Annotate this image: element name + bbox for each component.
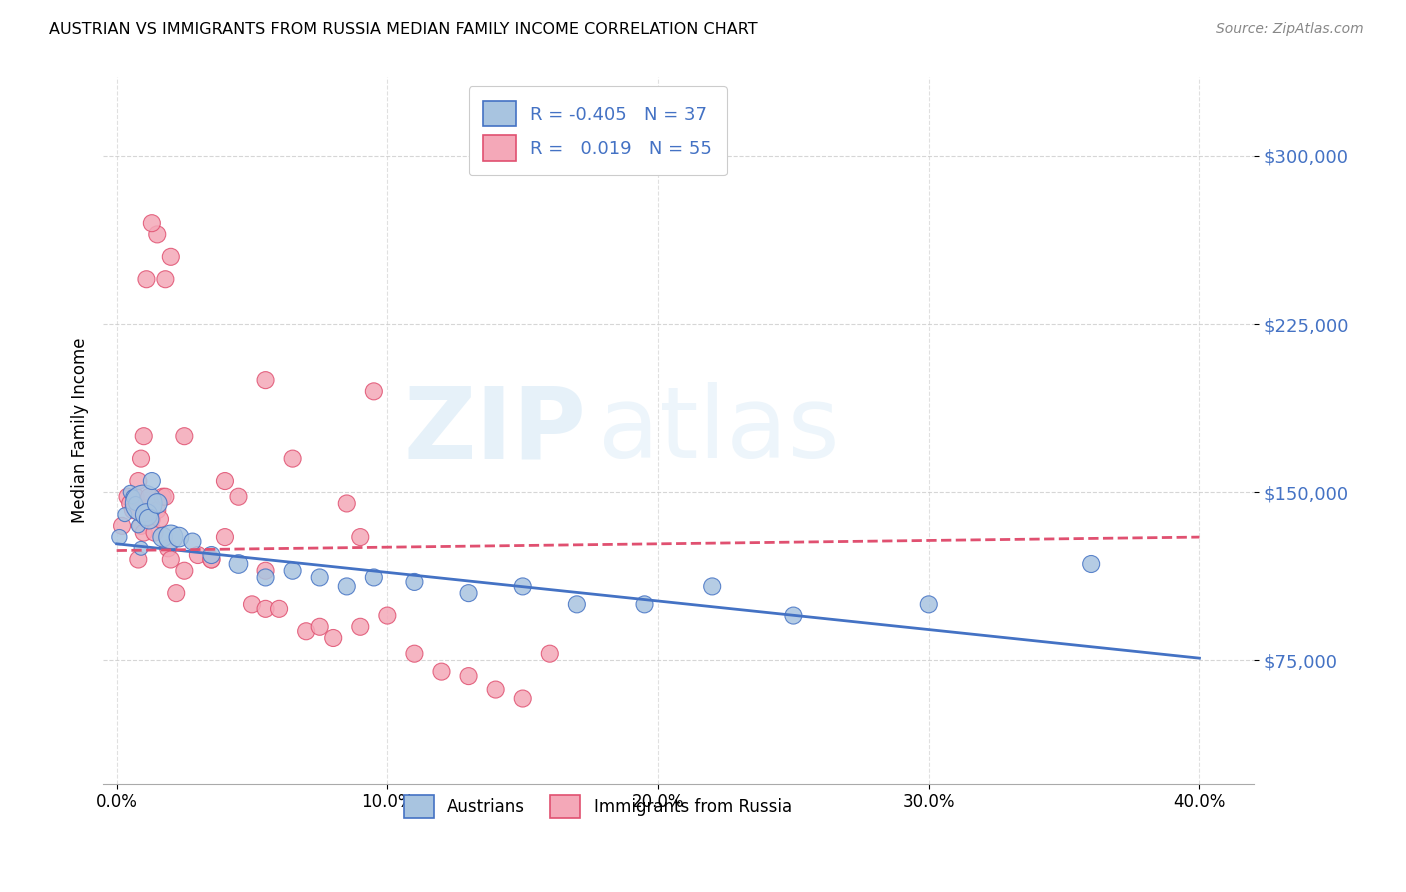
Point: [228, 490, 250, 504]
Point: [135, 272, 157, 286]
Point: [146, 227, 169, 242]
Point: [200, 548, 222, 562]
Point: [377, 608, 399, 623]
Point: [143, 525, 166, 540]
Text: atlas: atlas: [598, 382, 839, 479]
Point: [127, 474, 149, 488]
Point: [702, 579, 724, 593]
Point: [155, 490, 177, 504]
Point: [152, 490, 174, 504]
Point: [336, 579, 359, 593]
Point: [254, 570, 277, 584]
Point: [132, 525, 155, 540]
Point: [404, 574, 426, 589]
Point: [349, 530, 371, 544]
Point: [127, 552, 149, 566]
Point: [129, 519, 152, 533]
Point: [122, 503, 145, 517]
Point: [200, 552, 222, 566]
Point: [538, 647, 561, 661]
Point: [165, 586, 187, 600]
Point: [457, 586, 479, 600]
Point: [159, 552, 181, 566]
Point: [254, 602, 277, 616]
Point: [120, 485, 142, 500]
Point: [200, 552, 222, 566]
Point: [146, 503, 169, 517]
Point: [138, 512, 160, 526]
Point: [157, 541, 180, 556]
Point: [124, 490, 146, 504]
Point: [159, 250, 181, 264]
Point: [308, 570, 330, 584]
Point: [633, 598, 655, 612]
Point: [167, 530, 190, 544]
Point: [114, 508, 136, 522]
Point: [159, 530, 181, 544]
Point: [129, 541, 152, 556]
Point: [132, 429, 155, 443]
Point: [322, 631, 344, 645]
Point: [141, 474, 163, 488]
Point: [146, 496, 169, 510]
Point: [127, 519, 149, 533]
Point: [295, 624, 318, 639]
Point: [512, 579, 534, 593]
Legend: Austrians, Immigrants from Russia: Austrians, Immigrants from Russia: [398, 788, 799, 825]
Point: [111, 519, 134, 533]
Point: [117, 490, 139, 504]
Point: [214, 530, 236, 544]
Text: Source: ZipAtlas.com: Source: ZipAtlas.com: [1216, 22, 1364, 37]
Point: [267, 602, 290, 616]
Point: [214, 474, 236, 488]
Y-axis label: Median Family Income: Median Family Income: [72, 338, 89, 524]
Point: [336, 496, 359, 510]
Text: AUSTRIAN VS IMMIGRANTS FROM RUSSIA MEDIAN FAMILY INCOME CORRELATION CHART: AUSTRIAN VS IMMIGRANTS FROM RUSSIA MEDIA…: [49, 22, 758, 37]
Point: [108, 530, 131, 544]
Point: [254, 373, 277, 387]
Point: [124, 496, 146, 510]
Point: [135, 508, 157, 522]
Point: [173, 429, 195, 443]
Point: [152, 530, 174, 544]
Point: [228, 557, 250, 571]
Point: [281, 451, 304, 466]
Point: [120, 496, 142, 510]
Point: [308, 620, 330, 634]
Point: [141, 216, 163, 230]
Text: ZIP: ZIP: [404, 382, 586, 479]
Point: [149, 512, 172, 526]
Point: [141, 512, 163, 526]
Point: [485, 682, 508, 697]
Point: [404, 647, 426, 661]
Point: [782, 608, 804, 623]
Point: [918, 598, 941, 612]
Point: [512, 691, 534, 706]
Point: [281, 564, 304, 578]
Point: [430, 665, 453, 679]
Point: [181, 534, 204, 549]
Point: [240, 598, 263, 612]
Point: [565, 598, 588, 612]
Point: [254, 564, 277, 578]
Point: [457, 669, 479, 683]
Point: [349, 620, 371, 634]
Point: [135, 500, 157, 515]
Point: [155, 272, 177, 286]
Point: [363, 384, 385, 399]
Point: [173, 564, 195, 578]
Point: [129, 451, 152, 466]
Point: [138, 490, 160, 504]
Point: [132, 496, 155, 510]
Point: [122, 490, 145, 504]
Point: [363, 570, 385, 584]
Point: [1080, 557, 1102, 571]
Point: [187, 548, 209, 562]
